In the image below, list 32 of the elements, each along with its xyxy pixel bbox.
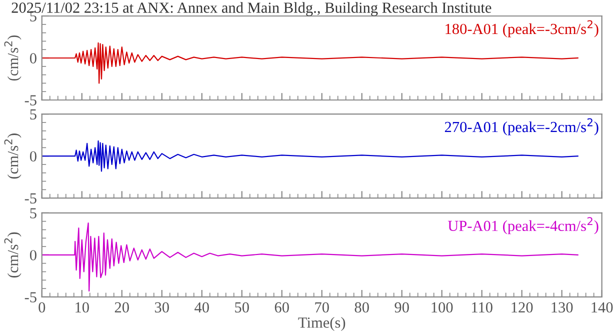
y-tick-label: 0 (30, 53, 36, 64)
x-tick-label: 110 (472, 302, 492, 313)
y-axis-title: (cm/s$^{2}$) (4, 134, 22, 179)
y-tick-label: 0 (30, 151, 36, 162)
y-axis-title: (cm/s$^{2}$) (4, 35, 22, 81)
x-tick-label: 140 (592, 302, 613, 313)
x-tick-label: 80 (354, 302, 369, 313)
x-tick-label: 120 (512, 302, 533, 313)
x-tick-label: 100 (432, 302, 453, 313)
x-tick-label: 40 (194, 302, 209, 313)
line-series (42, 42, 578, 84)
y-tick-label: -5 (24, 95, 36, 106)
y-axis-title: (cm/s$^{2}$) (4, 232, 22, 278)
series-label: 270-A01 (peak=-2cm/s$^{2}$) (444, 118, 598, 136)
series-label: UP-A01 (peak=-4cm/s$^{2}$) (448, 217, 598, 234)
line-series (42, 140, 578, 172)
x-tick-label: 0 (38, 302, 46, 313)
x-tick-label: 90 (394, 302, 409, 313)
y-tick-label: -5 (24, 193, 36, 204)
x-tick-label: 30 (154, 302, 169, 313)
x-tick-label: 70 (315, 302, 329, 313)
y-tick-label: 5 (30, 109, 36, 120)
y-tick-label: 0 (30, 250, 36, 260)
x-tick-label: 10 (76, 302, 89, 313)
x-tick-label: 20 (114, 302, 129, 313)
series-label: 180-A01 (peak=-3cm/s$^{2}$) (446, 20, 598, 38)
y-tick-label: 5 (30, 208, 36, 218)
x-tick-label: 50 (235, 302, 249, 313)
x-tick-label: 60 (274, 302, 289, 313)
x-tick-label: 130 (552, 302, 573, 313)
y-tick-label: -5 (24, 292, 36, 302)
x-axis-title: Time(s) (298, 317, 346, 331)
